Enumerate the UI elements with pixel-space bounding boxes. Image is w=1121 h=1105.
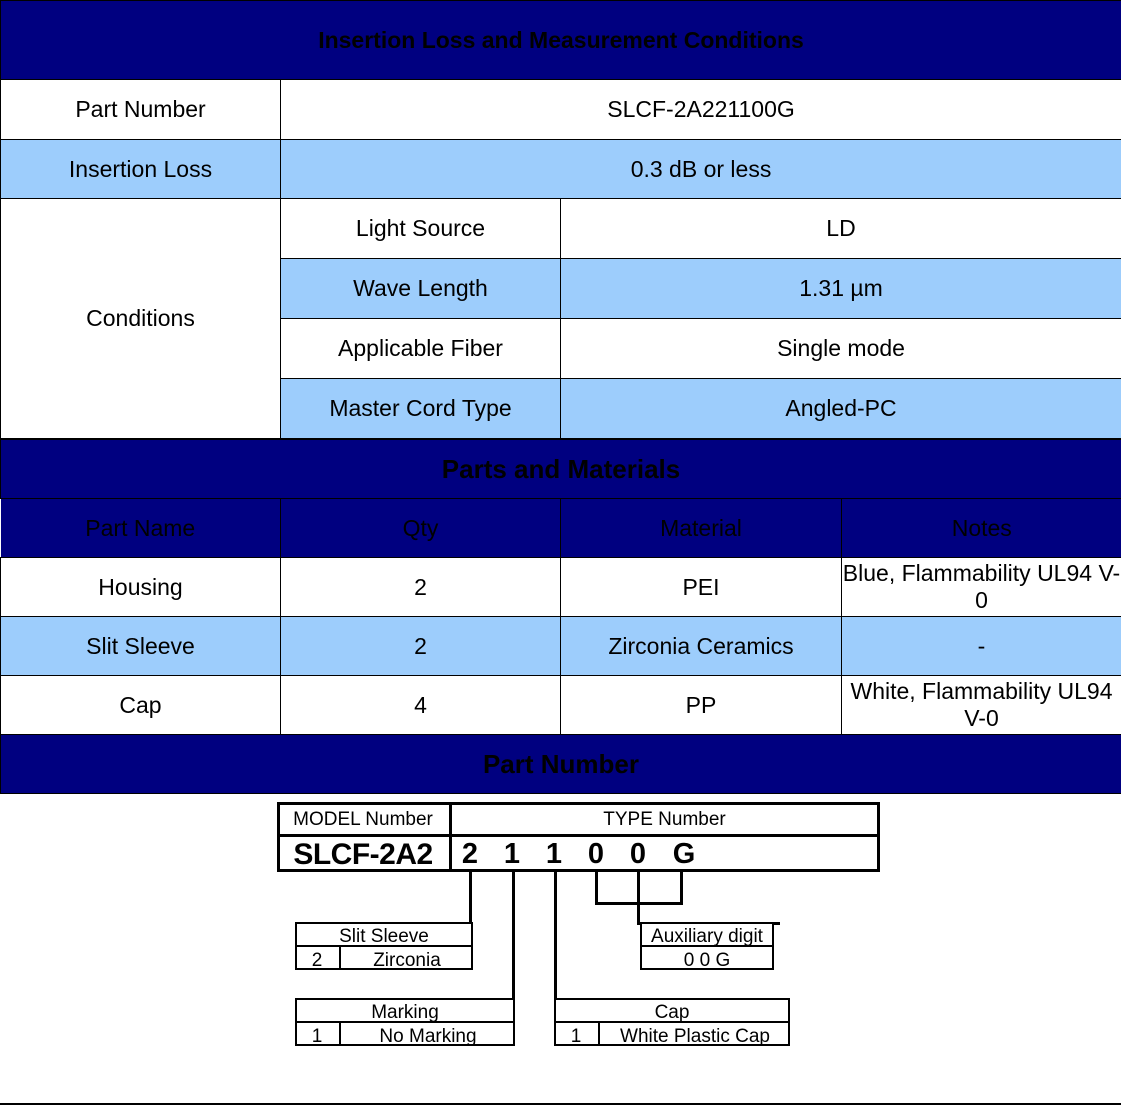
- part-name-cell: Cap: [0, 675, 281, 735]
- auxiliary-digit-value: 0 0 G: [683, 950, 731, 971]
- applicable-fiber-value: Single mode: [559, 318, 1121, 379]
- table-row: Insertion Loss 0.3 dB or less: [0, 139, 1121, 199]
- cap-code: 1: [570, 1026, 582, 1047]
- parts-and-materials-table: Parts and Materials Part Name Qty Materi…: [0, 439, 1121, 794]
- leader-line-digit-5: [637, 872, 640, 904]
- type-digit-3: 1: [545, 838, 563, 870]
- cap-desc: White Plastic Cap: [620, 1026, 770, 1047]
- table-row: Master Cord Type Angled-PC: [1, 378, 1121, 439]
- part-name-cell: Housing: [0, 557, 281, 617]
- table-row: Cap 4 PP White, Flammability UL94 V-0: [0, 675, 1121, 735]
- section-title-row: Parts and Materials: [0, 439, 1121, 499]
- slit-sleeve-code-divider: [339, 946, 341, 970]
- marking-divider: [295, 1021, 515, 1023]
- light-source-value: LD: [559, 198, 1121, 259]
- applicable-fiber-label: Applicable Fiber: [280, 318, 561, 379]
- material-cell: PP: [560, 675, 842, 735]
- auxiliary-digit-title: Auxiliary digit: [651, 926, 763, 947]
- part-number-code-box: [277, 802, 880, 872]
- cap-title: Cap: [654, 1002, 690, 1023]
- section-title-row: Part Number: [0, 734, 1121, 794]
- qty-cell: 4: [280, 675, 561, 735]
- model-type-divider: [449, 802, 452, 872]
- model-number-value: SLCF-2A2: [293, 838, 433, 871]
- code-box-header-divider: [277, 834, 880, 837]
- type-digit-1: 2: [461, 838, 479, 870]
- leader-line-digit-2: [512, 872, 515, 1000]
- section-title-row: Insertion Loss and Measurement Condition…: [0, 0, 1121, 80]
- part-number-decoder-diagram: MODEL Number TYPE Number SLCF-2A2 2 1 1 …: [0, 794, 1121, 1066]
- leader-line-digit-4: [595, 872, 598, 904]
- type-number-header: TYPE Number: [603, 809, 726, 830]
- insertion-loss-table: Insertion Loss and Measurement Condition…: [0, 0, 1121, 439]
- wave-length-label: Wave Length: [280, 258, 561, 319]
- marking-title: Marking: [371, 1002, 439, 1023]
- table-row: Conditions Light Source LD: [0, 198, 1121, 439]
- marking-desc: No Marking: [379, 1026, 477, 1047]
- light-source-label: Light Source: [280, 198, 561, 259]
- qty-cell: 2: [280, 557, 561, 617]
- type-digit-6: G: [672, 838, 696, 870]
- table-header-row: Part Name Qty Material Notes: [0, 498, 1121, 558]
- notes-cell: -: [841, 616, 1121, 676]
- insertion-loss-value: 0.3 dB or less: [279, 139, 1121, 199]
- conditions-label: Conditions: [0, 198, 281, 439]
- slit-sleeve-desc: Zirconia: [373, 950, 441, 971]
- model-number-header: MODEL Number: [293, 809, 433, 830]
- cap-divider: [554, 1021, 790, 1023]
- column-header-material: Material: [560, 498, 842, 558]
- part-number-section-title: Part Number: [0, 734, 1121, 794]
- type-digit-2: 1: [503, 838, 521, 870]
- master-cord-type-value: Angled-PC: [559, 378, 1121, 439]
- part-name-cell: Slit Sleeve: [0, 616, 281, 676]
- part-number-value: SLCF-2A221100G: [279, 79, 1121, 140]
- material-cell: Zirconia Ceramics: [560, 616, 842, 676]
- slit-sleeve-divider: [295, 945, 473, 947]
- material-cell: PEI: [560, 557, 842, 617]
- column-header-qty: Qty: [280, 498, 561, 558]
- master-cord-type-label: Master Cord Type: [280, 378, 561, 439]
- auxiliary-divider: [640, 945, 774, 947]
- type-digit-4: 0: [587, 838, 605, 870]
- table-row: Slit Sleeve 2 Zirconia Ceramics -: [0, 616, 1121, 676]
- parts-section-title: Parts and Materials: [0, 439, 1121, 499]
- wave-length-value: 1.31 µm: [559, 258, 1121, 319]
- table-row: Housing 2 PEI Blue, Flammability UL94 V-…: [0, 557, 1121, 617]
- table-row: Applicable Fiber Single mode: [1, 318, 1121, 379]
- leader-line-digit-1: [469, 872, 472, 924]
- notes-cell: Blue, Flammability UL94 V-0: [841, 557, 1121, 617]
- auxiliary-bracket-drop: [637, 902, 640, 924]
- slit-sleeve-title: Slit Sleeve: [339, 926, 429, 947]
- slit-sleeve-code: 2: [311, 950, 323, 971]
- notes-cell: White, Flammability UL94 V-0: [841, 675, 1121, 735]
- column-header-part-name: Part Name: [0, 498, 281, 558]
- insertion-loss-section-title: Insertion Loss and Measurement Condition…: [0, 0, 1121, 80]
- insertion-loss-label: Insertion Loss: [0, 139, 281, 199]
- table-row: Wave Length 1.31 µm: [1, 258, 1121, 319]
- qty-cell: 2: [280, 616, 561, 676]
- type-digit-5: 0: [629, 838, 647, 870]
- table-row: Part Number SLCF-2A221100G: [0, 79, 1121, 140]
- leader-line-digit-6: [680, 872, 683, 904]
- leader-line-digit-3: [554, 872, 557, 1000]
- part-number-label: Part Number: [0, 79, 281, 140]
- cap-code-divider: [598, 1022, 600, 1046]
- marking-code-divider: [339, 1022, 341, 1046]
- marking-code: 1: [311, 1026, 323, 1047]
- column-header-notes: Notes: [841, 498, 1121, 558]
